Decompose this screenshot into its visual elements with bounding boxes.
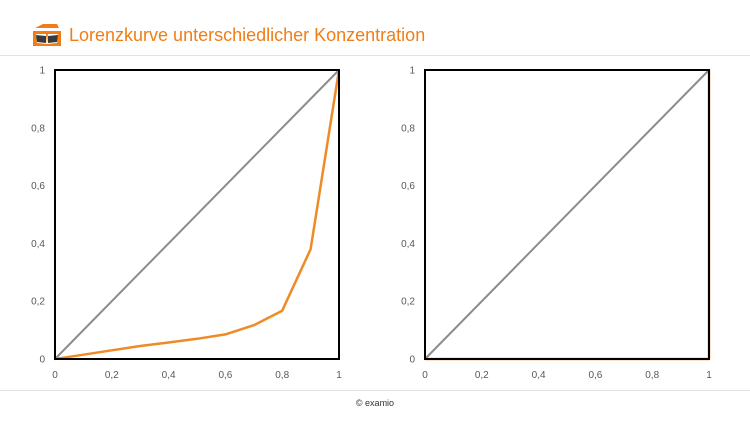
chart-1-y-tick-label: 0,4 xyxy=(31,239,45,250)
page-title: Lorenzkurve unterschiedlicher Konzentrat… xyxy=(69,25,426,45)
chart-1-y-tick-label: 0,8 xyxy=(31,123,45,134)
chart-2-x-tick-label: 1 xyxy=(706,370,712,381)
chart-2-y-tick-label: 0,4 xyxy=(401,239,415,250)
chart-1-y-tick-label: 0 xyxy=(39,355,45,366)
chart-1-x-tick-label: 0,6 xyxy=(218,370,232,381)
header: Lorenzkurve unterschiedlicher Konzentrat… xyxy=(0,0,750,56)
chart-2-y-tick-label: 0 xyxy=(409,355,415,366)
chart-1-x-tick-label: 1 xyxy=(336,370,342,381)
chart-2-x-tick-label: 0,6 xyxy=(588,370,602,381)
chart-2-x-tick-label: 0,4 xyxy=(532,370,546,381)
footer-divider xyxy=(0,390,750,391)
chart-2-plot-frame xyxy=(424,69,710,360)
chart-1-plot-frame xyxy=(54,69,340,360)
chart-2-x-tick-label: 0,8 xyxy=(645,370,659,381)
chart-1-x-tick-label: 0,2 xyxy=(105,370,119,381)
chart-1-series-equality-line xyxy=(54,69,340,360)
chart-2-y-tick-label: 1 xyxy=(409,66,415,77)
chart-1-y-tick-label: 0,6 xyxy=(31,181,45,192)
chart-2-y-tick-label: 0,2 xyxy=(401,297,415,308)
chart-1-y-tick-label: 1 xyxy=(39,66,45,77)
chart-1-x-tick-label: 0,4 xyxy=(162,370,176,381)
chart-2-x-tick-label: 0 xyxy=(422,370,428,381)
chart-1-y-tick-label: 0,2 xyxy=(31,297,45,308)
chart-2-y-tick-label: 0,6 xyxy=(401,181,415,192)
chart-2-x-tick-label: 0,2 xyxy=(475,370,489,381)
chart-2-series-equality-line xyxy=(424,69,710,360)
open-book-logo-icon xyxy=(33,24,61,46)
copyright-footer: © examio xyxy=(355,398,395,408)
chart-1-series-lorenz-curve xyxy=(54,69,341,361)
header-divider xyxy=(0,55,750,56)
chart-1-x-tick-label: 0 xyxy=(52,370,58,381)
chart-1-x-tick-label: 0,8 xyxy=(275,370,289,381)
chart-2-y-tick-label: 0,8 xyxy=(401,123,415,134)
lorenz-charts: 0 0,2 0,4 0,6 0,8 1 0 0,2 0,4 0,6 0,8 1 0 0,2 0,4 0,6 0,… xyxy=(31,66,712,382)
